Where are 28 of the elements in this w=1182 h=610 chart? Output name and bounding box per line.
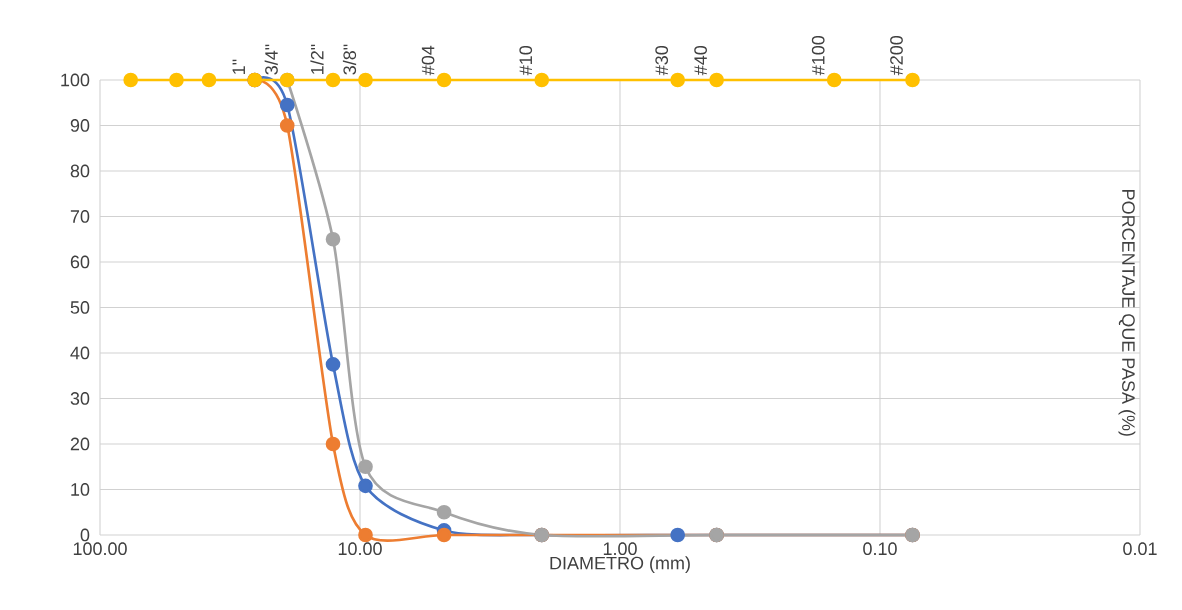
- annotation: 3/8": [342, 44, 357, 75]
- annotation: 1/2": [310, 44, 324, 74]
- x-tick-label: 10.00: [338, 542, 382, 556]
- annotation: #200: [890, 35, 903, 76]
- annotation: #40: [694, 45, 707, 76]
- y-tick-label: 60: [70, 255, 90, 269]
- y-tick-label: 30: [70, 392, 90, 405]
- annotation: 1": [232, 59, 245, 74]
- y-tick-label: 0: [80, 528, 90, 542]
- annotation: #100: [811, 35, 825, 76]
- x-tick-label: 0.01: [1123, 542, 1157, 556]
- y-tick-label: 50: [70, 301, 90, 314]
- y-tick-label: 20: [70, 437, 90, 451]
- y-tick-label: 100: [61, 73, 90, 87]
- y-tick-label: 70: [70, 210, 90, 223]
- annotation: 3/4": [264, 44, 278, 75]
- x-axis-title: DIAMETRO (mm): [550, 556, 690, 574]
- y-tick-label: 10: [71, 483, 90, 496]
- y-tick-label: 90: [70, 119, 90, 132]
- annotation: #04: [421, 45, 435, 76]
- x-tick-label: 1.00: [603, 542, 637, 556]
- x-tick-label: 0.10: [863, 542, 897, 556]
- annotation: #30: [655, 45, 669, 76]
- y-tick-label: 80: [70, 164, 90, 178]
- x-tick-label: 100.00: [73, 542, 127, 556]
- y-tick-label: 40: [70, 346, 90, 360]
- annotation: #10: [519, 45, 533, 76]
- y-axis-title: PORCENTAJE QUE PASA (%): [1118, 190, 1136, 436]
